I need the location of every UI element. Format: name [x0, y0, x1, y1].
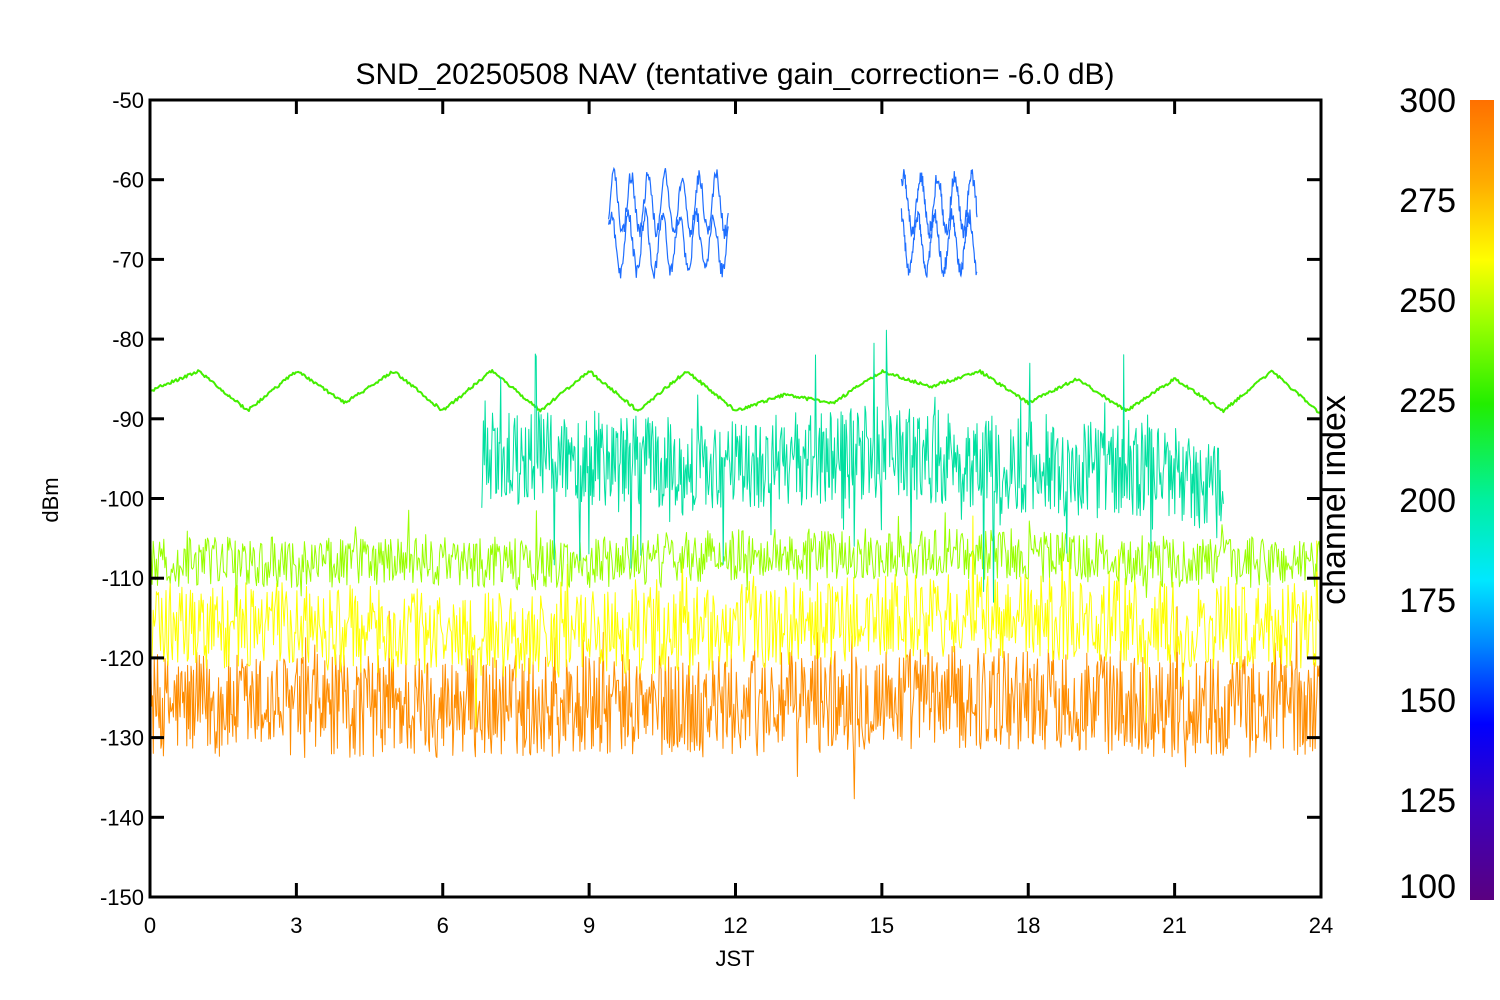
colorbar-title: channel index: [1315, 395, 1353, 605]
y-tick-label--70: -70: [112, 247, 144, 272]
x-axis: 0 3 6 9 12 15 18 21 24: [144, 100, 1333, 938]
series-line-channel-150: [608, 205, 729, 279]
x-tick-label-24: 24: [1309, 913, 1333, 938]
y-tick-label--120: -120: [100, 646, 144, 671]
y-tick-label--60: -60: [112, 168, 144, 193]
y-tick-label--90: -90: [112, 407, 144, 432]
series-line-channel-150: [608, 166, 729, 239]
y-axis-label: dBm: [38, 477, 63, 522]
colorbar-ticks: 100 125 150 175 200 225 250 275 300: [1399, 82, 1456, 906]
x-tick-label-21: 21: [1162, 913, 1186, 938]
series-line-channel-290: [150, 606, 1321, 800]
x-tick-label-18: 18: [1016, 913, 1040, 938]
colorbar-tick-label-175: 175: [1399, 582, 1456, 620]
colorbar-tick-label-200: 200: [1399, 482, 1456, 520]
colorbar-tick-label-250: 250: [1399, 282, 1456, 320]
y-tick-label--110: -110: [102, 566, 144, 591]
chart-title: SND_20250508 NAV (tentative gain_correct…: [355, 58, 1114, 91]
colorbar-tick-label-150: 150: [1399, 682, 1456, 720]
x-tick-label-3: 3: [290, 913, 302, 938]
x-tick-label-6: 6: [437, 913, 449, 938]
series-line-channel-245: [150, 509, 1321, 617]
colorbar-tick-label-225: 225: [1399, 382, 1456, 420]
colorbar: [1470, 100, 1494, 900]
y-tick-label--140: -140: [100, 805, 144, 830]
colorbar-tick-label-125: 125: [1399, 782, 1456, 820]
x-tick-label-0: 0: [144, 913, 156, 938]
series-line-channel-235: [150, 369, 1321, 417]
x-tick-label-15: 15: [870, 913, 894, 938]
y-tick-label--80: -80: [112, 327, 144, 352]
colorbar-tick-label-100: 100: [1399, 868, 1456, 906]
x-tick-label-9: 9: [583, 913, 595, 938]
y-tick-label--100: -100: [100, 487, 144, 512]
plot-area: [150, 166, 1321, 800]
series-line-channel-150: [900, 169, 978, 239]
colorbar-tick-label-300: 300: [1399, 82, 1456, 120]
y-tick-label--130: -130: [100, 726, 144, 751]
series-line-channel-150: [900, 208, 978, 278]
series-line-channel-190: [481, 329, 1224, 603]
y-axis: -50 -60 -70 -80 -90 -100 -110 -120 -130 -140 -150: [100, 88, 1321, 910]
x-tick-label-12: 12: [723, 913, 747, 938]
y-tick-label--150: -150: [100, 885, 144, 910]
y-tick-label--50: -50: [112, 88, 144, 113]
plot-frame: [148, 98, 1323, 899]
colorbar-tick-label-275: 275: [1399, 182, 1456, 220]
series-line-channel-268: [150, 515, 1321, 728]
x-axis-label: JST: [715, 946, 754, 971]
